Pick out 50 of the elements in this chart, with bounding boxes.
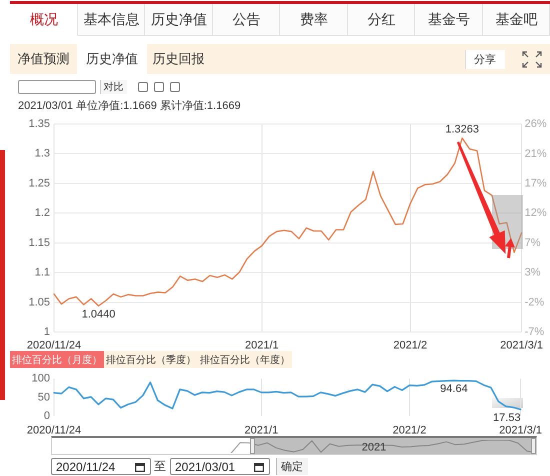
text: 基金号: [428, 11, 470, 29]
text: 净值预测: [18, 50, 70, 68]
x-tick-label: 2020/11/24: [26, 424, 82, 437]
text: 基金吧: [495, 11, 538, 29]
y-tick-label: 1.25: [28, 177, 50, 190]
text: 分红: [367, 11, 396, 29]
text: 公告: [232, 11, 260, 29]
y-tick-label: 1.05: [28, 296, 50, 308]
text: 概况: [30, 11, 58, 29]
y-tick-label: 0: [44, 410, 50, 422]
annotation: 2021: [362, 442, 386, 454]
y-tick-label: 1.1: [34, 266, 50, 279]
data-label: 1.3263: [445, 124, 480, 136]
text: 费率: [300, 11, 328, 29]
text: 至: [154, 459, 166, 473]
text: 历史回报: [152, 50, 204, 68]
y-tick-label: 50: [38, 391, 50, 404]
y2-tick-label: 21%: [524, 148, 547, 160]
text: 基本信息: [83, 11, 140, 29]
x-tick-label: 2021/2: [392, 424, 426, 437]
y-tick-label: 100: [32, 372, 50, 385]
text: 历史净值: [150, 11, 207, 29]
y-tick-label: 1.15: [28, 236, 50, 249]
text: 分享: [474, 52, 496, 67]
date-field: 2021/03/01: [170, 458, 270, 475]
chart-title: 2021/03/01 单位净值:1.1669 累计净值:1.1669: [18, 100, 241, 112]
y2-tick-label: 17%: [524, 177, 547, 190]
y2-tick-label: -2%: [524, 296, 544, 308]
y2-tick-label: -7%: [524, 326, 544, 338]
text: 确定: [281, 460, 303, 474]
text: 历史净值: [86, 50, 138, 68]
y2-tick-label: 26%: [524, 118, 547, 130]
x-tick-label: 2020/11/24: [26, 340, 82, 352]
y-tick-label: 1.2: [34, 207, 50, 220]
data-label: 17.53: [493, 412, 521, 424]
y-tick-label: 1: [44, 326, 50, 338]
date-field: 2020/11/24: [51, 458, 151, 475]
y-tick-label: 1.3: [34, 148, 50, 160]
x-tick-label: 2021/3/1: [499, 424, 542, 437]
data-label: 1.0440: [82, 308, 116, 320]
x-tick-label: 2021/2: [393, 340, 428, 352]
text: 对比: [104, 80, 124, 94]
y2-tick-label: 3%: [524, 266, 541, 279]
data-label: 94.64: [440, 383, 468, 396]
y-tick-label: 1.35: [28, 118, 50, 130]
x-tick-label: 2021/3/1: [500, 340, 544, 352]
y2-tick-label: 12%: [524, 207, 547, 220]
y2-tick-label: 7%: [524, 236, 541, 249]
x-tick-label: 2021/1: [244, 424, 278, 437]
x-tick-label: 2021/1: [244, 340, 279, 352]
